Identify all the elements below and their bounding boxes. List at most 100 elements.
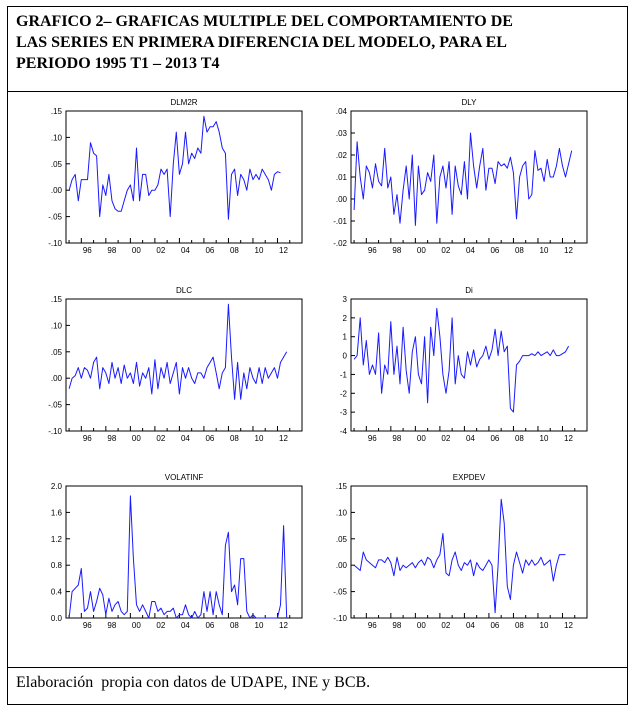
x-tick-label-dlm2r: 06 — [205, 246, 214, 255]
x-tick-label-di: 02 — [441, 434, 450, 443]
x-tick-label-di: 08 — [515, 434, 524, 443]
y-tick-label-di: 3 — [343, 295, 348, 304]
panel-dly: DLY -.02 -.01 .00 .01 .02 .03 .04 96 98 00 02 04 06 08… — [333, 98, 588, 255]
y-tick-label-dlc: .10 — [51, 321, 63, 330]
y-tick-label-dly: .04 — [336, 107, 348, 116]
x-tick-label-volatinf: 00 — [132, 621, 141, 630]
x-tick-label-dlc: 96 — [83, 434, 92, 443]
chart-title-dlm2r: DLM2R — [170, 98, 197, 107]
panel-dlc: DLC -.10 -.05 .00 .05 .10 .15 96 98 00 02 04 06 08 10 1… — [48, 286, 303, 443]
x-tick-label-dlc: 12 — [279, 434, 288, 443]
x-tick-label-volatinf: 06 — [205, 621, 214, 630]
figure-frame: GRAFICO 2– GRAFICAS MULTIPLE DEL COMPORT… — [7, 6, 628, 705]
x-tick-label-dly: 06 — [490, 246, 499, 255]
x-tick-label-dlm2r: 08 — [230, 246, 239, 255]
y-tick-label-di: 2 — [343, 314, 348, 323]
x-tick-label-volatinf: 12 — [279, 621, 288, 630]
y-tick-label-dly: .01 — [336, 173, 348, 182]
y-tick-label-dly: -.01 — [333, 217, 347, 226]
caption-line-2: LAS SERIES EN PRIMERA DIFERENCIA DEL MOD… — [16, 34, 507, 51]
x-tick-label-expdev: 98 — [392, 621, 401, 630]
y-tick-label-dlc: -.10 — [48, 427, 62, 436]
y-tick-label-dlm2r: -.05 — [48, 213, 62, 222]
x-tick-label-dly: 02 — [441, 246, 450, 255]
y-tick-label-expdev: -.10 — [333, 614, 347, 623]
y-tick-label-dly: .03 — [336, 129, 348, 138]
x-tick-label-volatinf: 04 — [181, 621, 190, 630]
y-tick-label-dlm2r: -.10 — [48, 239, 62, 248]
plot-area-volatinf — [65, 485, 303, 619]
x-tick-label-dlm2r: 10 — [255, 246, 264, 255]
x-tick-label-di: 96 — [368, 434, 377, 443]
y-tick-label-dly: .02 — [336, 151, 348, 160]
y-tick-label-dlm2r: .10 — [51, 133, 63, 142]
x-tick-label-dly: 00 — [417, 246, 426, 255]
chart-title-di: Di — [465, 286, 473, 295]
x-tick-label-expdev: 96 — [368, 621, 377, 630]
series-line-dlc — [68, 303, 288, 400]
plot-area-dlc — [65, 298, 303, 432]
x-tick-label-di: 00 — [417, 434, 426, 443]
y-tick-label-di: -1 — [340, 370, 348, 379]
x-tick-label-dly: 10 — [540, 246, 549, 255]
x-tick-label-expdev: 00 — [417, 621, 426, 630]
y-tick-label-dlm2r: .15 — [51, 107, 63, 116]
x-tick-label-dlc: 98 — [107, 434, 116, 443]
y-tick-label-dlc: .15 — [51, 295, 63, 304]
x-tick-label-volatinf: 96 — [83, 621, 92, 630]
x-tick-label-expdev: 10 — [540, 621, 549, 630]
figure-caption: GRAFICO 2– GRAFICAS MULTIPLE DEL COMPORT… — [8, 7, 627, 92]
plot-area-dlm2r — [65, 110, 303, 244]
y-tick-label-volatinf: 1.2 — [51, 535, 63, 544]
y-tick-label-di: 1 — [343, 333, 348, 342]
y-tick-label-dlm2r: .05 — [51, 160, 63, 169]
series-line-dly — [353, 132, 573, 226]
series-line-dlm2r — [68, 115, 281, 220]
y-tick-label-expdev: .00 — [336, 561, 348, 570]
y-tick-label-expdev: -.05 — [333, 588, 347, 597]
x-tick-label-dly: 98 — [392, 246, 401, 255]
y-tick-label-di: -2 — [340, 389, 348, 398]
y-tick-label-dly: -.02 — [333, 239, 347, 248]
x-tick-label-di: 98 — [392, 434, 401, 443]
y-tick-label-volatinf: 1.6 — [51, 508, 63, 517]
x-tick-label-volatinf: 02 — [156, 621, 165, 630]
y-tick-label-volatinf: 0.4 — [51, 588, 63, 597]
x-tick-label-dlm2r: 04 — [181, 246, 190, 255]
x-tick-label-dlm2r: 00 — [132, 246, 141, 255]
x-tick-label-volatinf: 10 — [255, 621, 264, 630]
x-tick-label-expdev: 02 — [441, 621, 450, 630]
chart-title-expdev: EXPDEV — [453, 473, 486, 482]
x-tick-label-di: 10 — [540, 434, 549, 443]
series-line-di — [353, 307, 570, 413]
y-tick-label-expdev: .10 — [336, 508, 348, 517]
panel-dlm2r: DLM2R -.10 -.05 .00 .05 .10 .15 96 98 00 02 04 06 08 1… — [48, 98, 303, 255]
x-tick-label-dlm2r: 02 — [156, 246, 165, 255]
x-tick-label-volatinf: 98 — [107, 621, 116, 630]
plot-area-expdev — [350, 485, 588, 619]
y-tick-label-dlc: .05 — [51, 348, 63, 357]
y-tick-label-dlc: .00 — [51, 374, 63, 383]
x-tick-label-dlc: 00 — [132, 434, 141, 443]
x-tick-label-dly: 96 — [368, 246, 377, 255]
caption-line-1: GRAFICO 2– GRAFICAS MULTIPLE DEL COMPORT… — [16, 13, 513, 30]
y-tick-label-di: 0 — [343, 352, 348, 361]
x-tick-label-dlc: 04 — [181, 434, 190, 443]
chart-title-dly: DLY — [462, 98, 478, 107]
caption-line-3: PERIODO 1995 T1 – 2013 T4 — [16, 55, 220, 72]
panel-volatinf: VOLATINF 0.0 0.4 0.8 1.2 1.6 2.0 96 98 00 02 04 06 08… — [51, 473, 303, 630]
x-tick-label-dlc: 02 — [156, 434, 165, 443]
source-note: Elaboración propia con datos de UDAPE, I… — [8, 667, 627, 704]
y-tick-label-dly: .00 — [336, 195, 348, 204]
chart-title-volatinf: VOLATINF — [165, 473, 204, 482]
series-line-expdev — [353, 498, 566, 614]
y-tick-label-di: -4 — [340, 427, 348, 436]
y-tick-label-volatinf: 2.0 — [51, 482, 63, 491]
plot-area-di — [350, 298, 588, 432]
x-tick-label-dly: 04 — [466, 246, 475, 255]
y-tick-label-dlm2r: .00 — [51, 186, 63, 195]
x-tick-label-dlc: 06 — [205, 434, 214, 443]
x-tick-label-di: 06 — [490, 434, 499, 443]
